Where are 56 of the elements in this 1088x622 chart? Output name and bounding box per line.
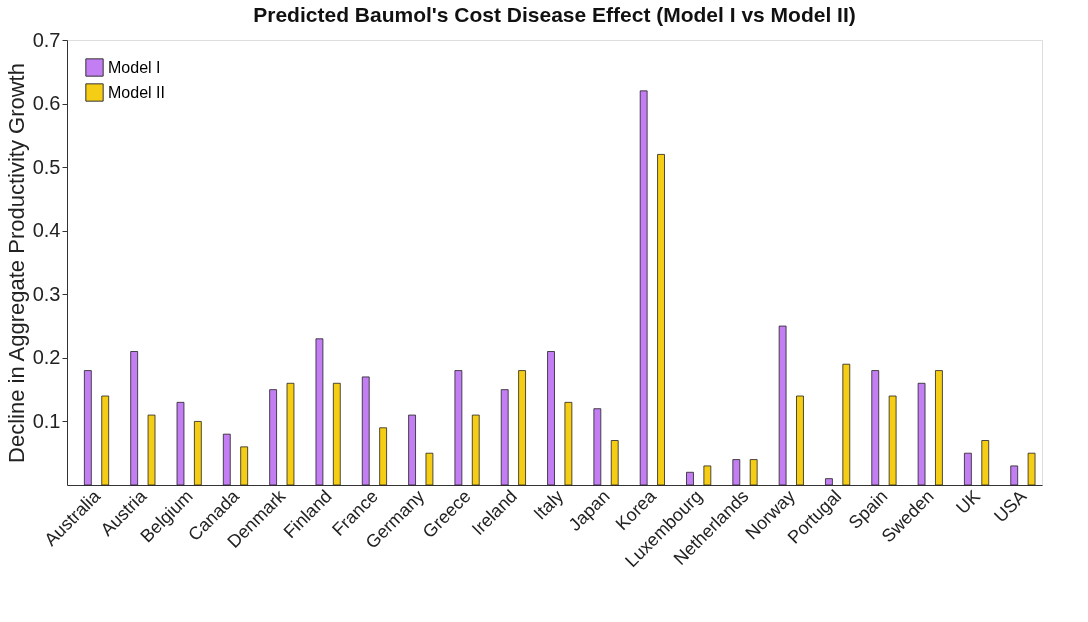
bar xyxy=(147,414,156,486)
bar xyxy=(193,421,202,486)
bar xyxy=(981,440,990,486)
bar xyxy=(101,395,110,486)
bar xyxy=(825,478,833,486)
bar xyxy=(83,370,92,486)
bar xyxy=(1010,465,1019,486)
bar xyxy=(657,154,665,486)
bar xyxy=(1027,452,1036,486)
bar xyxy=(935,370,943,486)
y-tick-label: 0.2 xyxy=(32,346,61,369)
bar xyxy=(286,382,295,486)
y-tick-label: 0.4 xyxy=(32,219,61,242)
y-tick-label: 0.6 xyxy=(32,92,61,115)
bar xyxy=(332,382,341,486)
x-tick-label: Italy xyxy=(529,486,568,524)
bar xyxy=(593,408,602,486)
bar xyxy=(269,389,277,486)
bar xyxy=(749,459,758,486)
bar xyxy=(917,382,926,486)
bar xyxy=(500,389,509,486)
y-tick-label: 0.3 xyxy=(32,282,61,305)
bar xyxy=(315,338,324,486)
bar xyxy=(361,376,370,486)
bar xyxy=(686,471,694,486)
y-tick-label: 0.7 xyxy=(32,28,61,51)
bar xyxy=(518,370,526,486)
bar xyxy=(454,370,463,486)
bar xyxy=(888,395,897,486)
bar xyxy=(240,446,249,486)
bar xyxy=(964,452,972,486)
bar xyxy=(408,414,416,486)
y-axis-title: Decline in Aggregate Productivity Growth xyxy=(3,63,29,463)
bar xyxy=(379,427,387,486)
bar xyxy=(639,90,648,486)
bar xyxy=(703,465,712,486)
bar xyxy=(222,433,231,486)
chart-title: Predicted Baumol's Cost Disease Effect (Model I vs Model II) xyxy=(253,3,856,26)
bar xyxy=(564,401,573,486)
bar xyxy=(871,370,880,486)
x-tick-label: UK xyxy=(952,486,985,518)
legend-label: Model I xyxy=(108,58,161,76)
bar xyxy=(610,440,619,486)
bar xyxy=(796,395,804,486)
bar xyxy=(471,414,480,486)
bar xyxy=(176,401,185,486)
bar xyxy=(842,363,851,486)
bar xyxy=(547,351,555,486)
bar xyxy=(732,459,741,486)
bar xyxy=(130,351,139,486)
y-tick-label: 0.1 xyxy=(32,409,61,432)
legend-label: Model II xyxy=(108,83,165,101)
y-tick-label: 0.5 xyxy=(32,155,61,178)
bar xyxy=(425,452,434,486)
x-tick-label: USA xyxy=(990,486,1031,527)
bar xyxy=(778,325,787,486)
